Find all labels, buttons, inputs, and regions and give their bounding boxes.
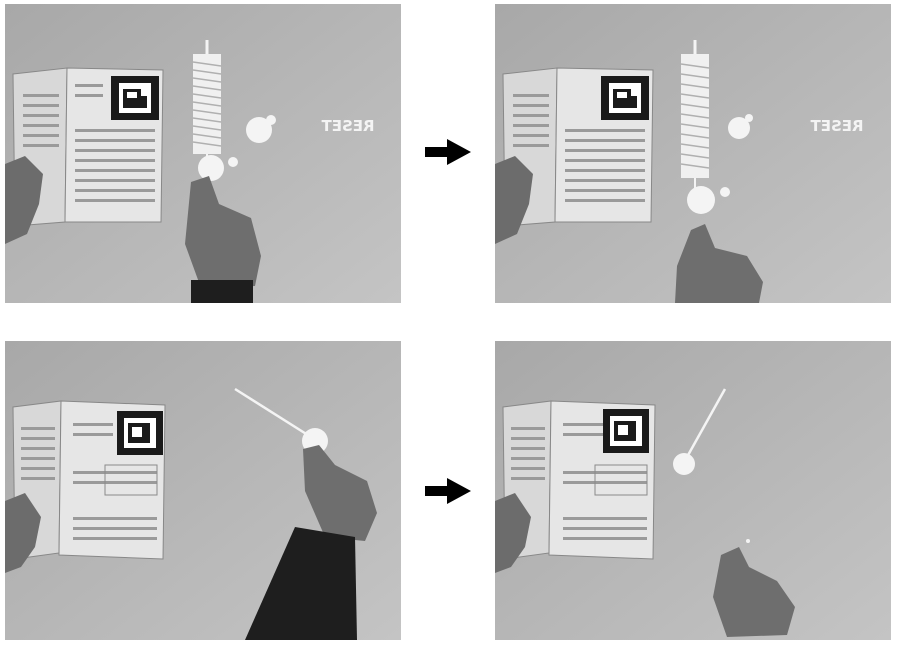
- photo-pendulum-before: [5, 341, 401, 640]
- arrow-right-icon: [425, 476, 473, 510]
- projected-reset-label: RESET: [810, 117, 864, 135]
- ar-marker: [603, 409, 649, 453]
- projected-spring: [192, 40, 276, 181]
- left-hand: [495, 156, 533, 244]
- textbook: [502, 67, 654, 227]
- projected-pendulum: [234, 387, 328, 454]
- right-hand: [675, 224, 763, 303]
- left-hand: [5, 156, 43, 244]
- sleeve: [191, 280, 253, 303]
- ar-marker: [111, 76, 159, 120]
- right-hand: [713, 547, 795, 637]
- photo-spring-after: RESET: [495, 4, 891, 303]
- ar-marker: [117, 411, 163, 455]
- projected-pendulum: [673, 388, 750, 543]
- left-hand: [495, 493, 531, 573]
- photo-pendulum-after: [495, 341, 891, 640]
- ar-marker: [601, 76, 649, 120]
- textbook: [12, 67, 164, 227]
- arrow-right-icon: [425, 137, 473, 171]
- left-hand: [5, 493, 41, 573]
- sleeve: [245, 527, 357, 640]
- projected-reset-label: RESET: [321, 117, 375, 135]
- textbook: [12, 400, 166, 560]
- photo-spring-before: RESET: [5, 4, 401, 303]
- right-hand: [185, 176, 261, 288]
- right-hand: [303, 445, 377, 541]
- projected-spring: [680, 40, 753, 214]
